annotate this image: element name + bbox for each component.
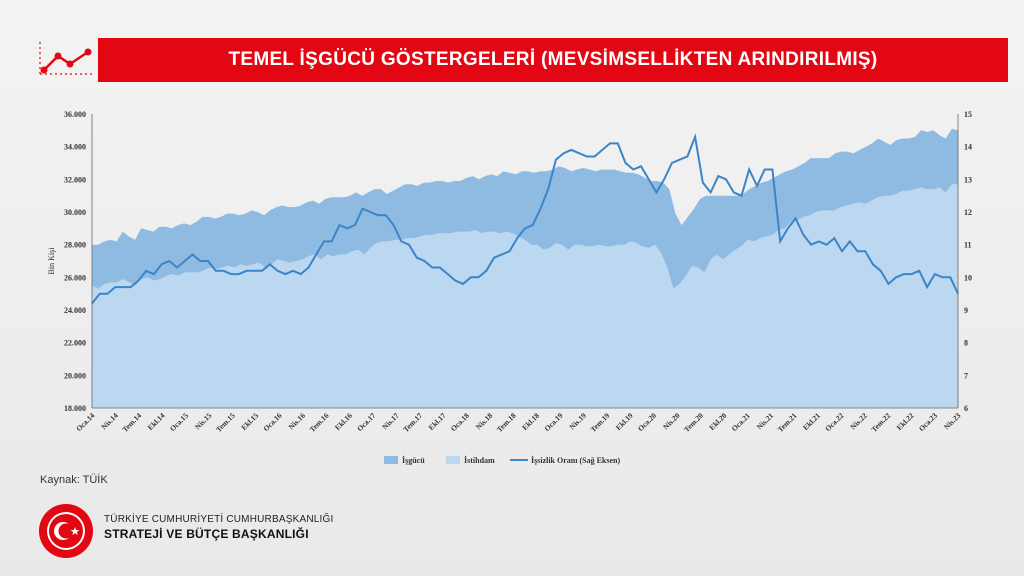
y-tick-label-left: 24.000 (64, 306, 86, 315)
y-tick-label-left: 34.000 (64, 143, 86, 152)
x-tick-label: Ekl.14 (146, 411, 167, 432)
x-tick-label: Ekl.18 (520, 411, 541, 432)
x-tick-label: Tem.18 (495, 411, 518, 434)
y-tick-label-right: 9 (964, 306, 968, 315)
sbb-seal-logo (39, 504, 93, 558)
x-tick-label: Oca.15 (168, 411, 190, 433)
y-tick-label-right: 12 (964, 208, 972, 217)
y-axis-title: Bin Kişi (47, 247, 56, 275)
x-tick-label: Oca.18 (449, 411, 471, 433)
x-tick-label: Ekl.20 (707, 411, 728, 432)
x-tick-label: Oca.22 (823, 411, 845, 433)
trend-chart-icon (39, 42, 94, 75)
y-tick-label-left: 26.000 (64, 273, 86, 282)
x-tick-label: Oca.19 (542, 411, 564, 433)
y-tick-label-left: 18.000 (64, 404, 86, 413)
x-tick-label: Nis.14 (99, 411, 120, 432)
y-tick-label-right: 15 (964, 110, 972, 119)
page-title: TEMEL İŞGÜCÜ GÖSTERGELERİ (MEVSİMSELLİKT… (228, 49, 878, 70)
x-tick-label: Oca.21 (730, 411, 752, 433)
legend-label-labor-force: İşgücü (402, 455, 425, 465)
x-tick-label: Ekl.17 (427, 411, 448, 432)
y-tick-label-left: 28.000 (64, 241, 86, 250)
x-tick-label: Tem.14 (120, 411, 143, 434)
x-tick-label: Nis.15 (193, 411, 214, 432)
source-note: Kaynak: TÜİK (40, 474, 108, 486)
x-tick-label: Nis.18 (474, 411, 495, 432)
x-tick-label: Ekl.15 (239, 411, 260, 432)
x-tick-label: Ekl.21 (801, 411, 822, 432)
org-name-line2: STRATEJİ VE BÜTÇE BAŞKANLIĞI (104, 527, 309, 541)
x-tick-label: Tem.21 (776, 411, 799, 434)
x-tick-label: Nis.19 (568, 411, 589, 432)
x-tick-label: Nis.16 (287, 411, 308, 432)
x-tick-label: Oca.20 (636, 411, 658, 433)
org-name-line1: TÜRKİYE CUMHURİYETİ CUMHURBAŞKANLIĞI (104, 514, 334, 525)
y-tick-label-right: 7 (964, 371, 968, 380)
y-tick-label-right: 11 (964, 241, 972, 250)
x-tick-label: Nis.20 (661, 411, 682, 432)
x-tick-label: Oca.17 (355, 411, 377, 433)
x-tick-label: Nis.17 (380, 411, 401, 432)
y-tick-label-right: 6 (964, 404, 968, 413)
legend-swatch-labor-force (384, 456, 398, 464)
title-banner: TEMEL İŞGÜCÜ GÖSTERGELERİ (MEVSİMSELLİKT… (98, 38, 1008, 82)
x-tick-label: Tem.17 (401, 411, 424, 434)
x-tick-label: Nis.23 (942, 411, 963, 432)
x-tick-label: Nis.22 (848, 411, 869, 432)
x-tick-label: Oca.14 (74, 411, 96, 433)
x-tick-label: Oca.23 (917, 411, 939, 433)
legend-label-employment: İstihdam (464, 455, 495, 465)
x-tick-label: Tem.15 (214, 411, 237, 434)
x-tick-label: Tem.20 (682, 411, 705, 434)
x-tick-label: Ekl.16 (333, 411, 354, 432)
series-area-employment (92, 184, 958, 408)
y-tick-label-left: 36.000 (64, 110, 86, 119)
x-tick-label: Ekl.19 (614, 411, 635, 432)
y-tick-label-left: 20.000 (64, 371, 86, 380)
x-tick-label: Tem.22 (869, 411, 892, 434)
y-tick-label-right: 10 (964, 273, 972, 282)
legend-swatch-employment (446, 456, 460, 464)
y-tick-label-right: 13 (964, 175, 972, 184)
x-tick-label: Ekl.22 (895, 411, 916, 432)
y-tick-label-right: 8 (964, 339, 968, 348)
legend-label-unemployment: İşsizlik Oranı (Sağ Eksen) (531, 455, 620, 465)
series-line-unemployment (91, 133, 959, 305)
y-tick-label-left: 22.000 (64, 339, 86, 348)
x-tick-label: Oca.16 (261, 411, 283, 433)
x-tick-label: Nis.21 (755, 411, 776, 432)
x-tick-label: Tem.16 (308, 411, 331, 434)
y-tick-label-left: 32.000 (64, 175, 86, 184)
x-tick-label: Tem.19 (588, 411, 611, 434)
y-tick-label-right: 14 (964, 143, 972, 152)
y-tick-label-left: 30.000 (64, 208, 86, 217)
